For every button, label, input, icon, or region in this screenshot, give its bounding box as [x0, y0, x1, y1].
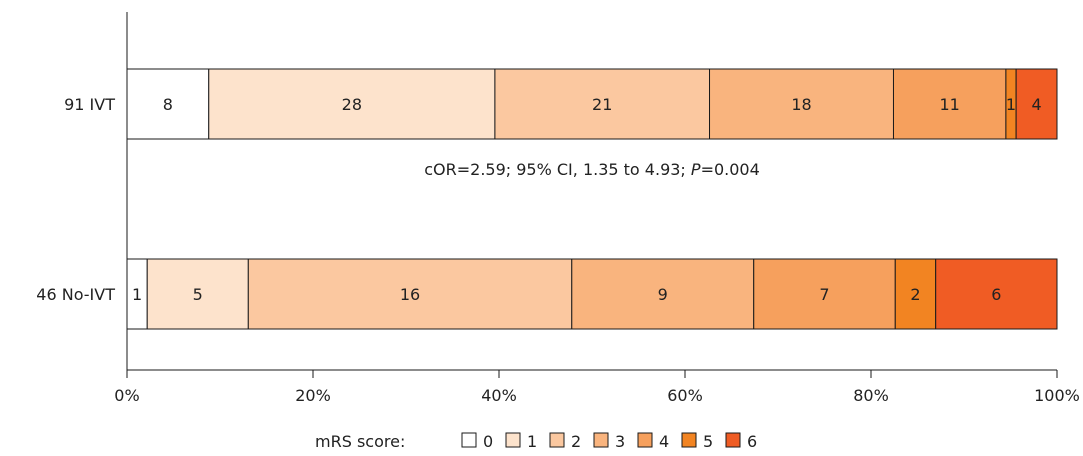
bar-segment-label-1-1: 5	[193, 285, 203, 304]
bar-segment-1-4	[753, 258, 896, 330]
bar-segment-0-1	[208, 68, 496, 140]
annotation-post: =0.004	[701, 160, 760, 179]
bar-segment-0-2	[494, 68, 711, 140]
legend-swatch-3	[593, 432, 609, 448]
bar-segment-1-6	[935, 258, 1058, 330]
legend-swatch-6	[725, 432, 741, 448]
legend-label-1: 1	[527, 432, 537, 451]
bar-segment-1-2	[247, 258, 573, 330]
legend-label-2: 2	[571, 432, 581, 451]
bar-segment-0-0	[126, 68, 210, 140]
x-tick-label-5: 100%	[1034, 386, 1080, 405]
x-tick-label-2: 40%	[481, 386, 517, 405]
annotation-p: P	[691, 160, 701, 179]
category-label-0: 91 IVT	[64, 95, 115, 114]
legend-swatch-2	[549, 432, 565, 448]
legend-label-4: 4	[659, 432, 669, 451]
bar-segment-label-1-3: 9	[658, 285, 668, 304]
bar-segment-label-1-0: 1	[132, 285, 142, 304]
category-label-1: 46 No-IVT	[36, 285, 115, 304]
x-tick-label-3: 60%	[667, 386, 703, 405]
bar-segment-label-0-1: 28	[342, 95, 362, 114]
bar-segment-label-0-5: 1	[1006, 95, 1016, 114]
bar-segment-1-3	[571, 258, 755, 330]
x-tick-label-0: 0%	[114, 386, 139, 405]
x-tick-label-1: 20%	[295, 386, 331, 405]
bars-group: 8 28 21 18 11 1 41 5 16 9 7 2 6	[126, 68, 1058, 330]
annotation-pre: cOR=2.59; 95% CI, 1.35 to 4.93;	[424, 160, 691, 179]
bar-segment-label-1-2: 16	[400, 285, 420, 304]
legend-swatch-0	[461, 432, 477, 448]
bar-segment-label-0-6: 4	[1031, 95, 1041, 114]
bar-segment-label-0-2: 21	[592, 95, 612, 114]
legend-label-0: 0	[483, 432, 493, 451]
annotation-text: cOR=2.59; 95% CI, 1.35 to 4.93; P=0.004	[424, 160, 760, 179]
bar-segment-0-3	[709, 68, 894, 140]
legend-label-6: 6	[747, 432, 757, 451]
bar-segment-1-5	[894, 258, 937, 330]
legend-swatch-1	[505, 432, 521, 448]
legend-title: mRS score:	[315, 432, 405, 451]
bar-segment-label-1-6: 6	[991, 285, 1001, 304]
legend-swatch-4	[637, 432, 653, 448]
x-tick-label-4: 80%	[853, 386, 889, 405]
bar-segment-label-1-4: 7	[819, 285, 829, 304]
bar-segment-label-0-3: 18	[791, 95, 811, 114]
legend-label-5: 5	[703, 432, 713, 451]
bar-segment-label-0-4: 11	[940, 95, 960, 114]
legend-swatch-5	[681, 432, 697, 448]
bar-segment-1-1	[146, 258, 249, 330]
bar-segment-0-4	[892, 68, 1007, 140]
bar-segment-label-1-5: 2	[910, 285, 920, 304]
bar-segment-0-6	[1015, 68, 1058, 140]
axes-group: 91 IVT 46 No-IVT 0% 20% 40% 60% 80% 100%	[36, 12, 1080, 405]
legend: mRS score: 0 1 2 3 4 5 6	[315, 432, 757, 451]
legend-label-3: 3	[615, 432, 625, 451]
bar-segment-label-0-0: 8	[163, 95, 173, 114]
